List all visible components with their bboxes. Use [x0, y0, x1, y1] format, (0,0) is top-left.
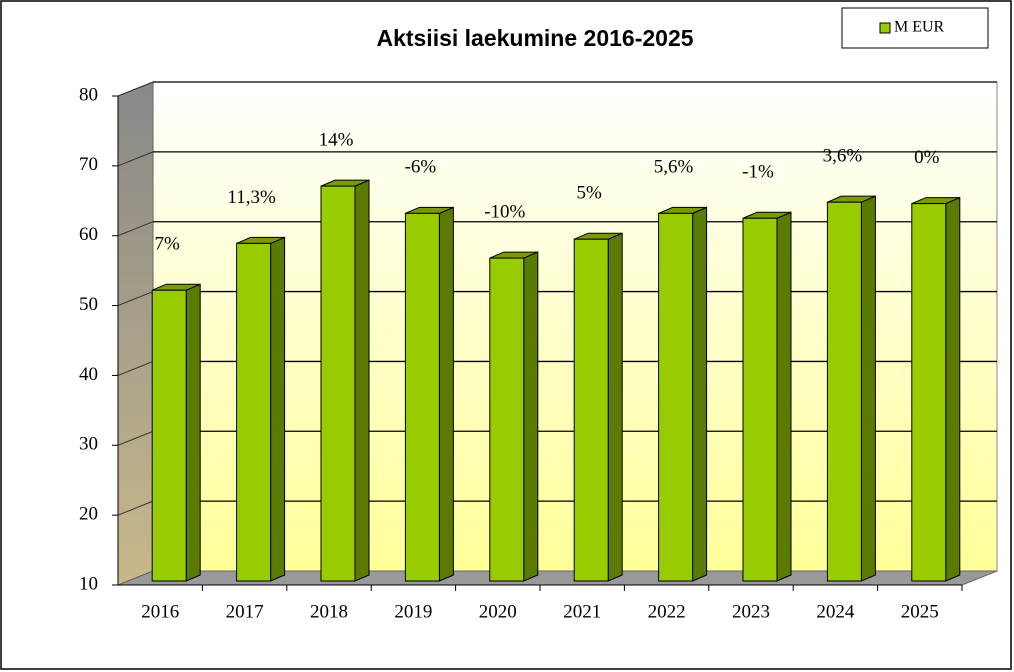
bar: [573, 238, 609, 582]
bar: [826, 201, 862, 582]
annotation: 3,6%: [823, 146, 863, 167]
x-tick-label: 2017: [226, 601, 264, 622]
x-tick-label: 2023: [732, 601, 770, 622]
y-tick-label: 50: [79, 294, 98, 315]
bar: [742, 217, 778, 582]
grid-line-side: [117, 81, 154, 97]
bar-side: [692, 206, 708, 582]
bar: [658, 212, 694, 582]
bar-side: [185, 283, 201, 582]
bar-side: [523, 251, 539, 582]
legend-swatch: [879, 22, 891, 34]
y-tick-label: 30: [79, 434, 98, 455]
y-tick-label: 10: [79, 573, 98, 594]
x-tick-label: 2022: [648, 601, 686, 622]
bar: [404, 212, 440, 582]
annotation: 5%: [577, 183, 603, 204]
bar-side: [270, 236, 286, 582]
side-wall: [117, 81, 154, 586]
bar-side: [607, 232, 623, 582]
bar-side: [860, 195, 876, 582]
annotation: -6%: [405, 157, 437, 178]
annotation: -10%: [484, 201, 525, 222]
x-tick-label: 2020: [479, 601, 517, 622]
chart-title: Aktsiisi laekumine 2016-2025: [376, 25, 693, 51]
y-tick-label: 70: [79, 154, 98, 175]
grid-line-side: [117, 221, 154, 237]
x-tick-label: 2021: [563, 601, 601, 622]
annotation: 5,6%: [654, 157, 694, 178]
grid-line-side: [117, 151, 154, 167]
x-tick-label: 2016: [141, 601, 179, 622]
x-tick-label: 2019: [394, 601, 432, 622]
x-tick-label: 2018: [310, 601, 348, 622]
x-tick-label: 2024: [816, 601, 855, 622]
bar-side: [945, 196, 961, 582]
annotation: 14%: [319, 129, 354, 150]
bar: [151, 289, 187, 582]
annotation: -1%: [742, 162, 774, 183]
bar: [489, 257, 525, 582]
bar: [911, 203, 947, 582]
y-tick-label: 40: [79, 364, 98, 385]
grid-line-side: [117, 500, 154, 516]
bar: [236, 242, 272, 582]
y-tick-label: 20: [79, 504, 98, 525]
bar-side: [438, 206, 454, 582]
bar: [320, 185, 356, 582]
annotation: 7%: [155, 234, 181, 255]
x-tick-label: 2025: [901, 601, 939, 622]
grid-line-side: [117, 291, 154, 307]
annotation: 0%: [914, 147, 940, 168]
grid-line-side: [117, 430, 154, 446]
grid-line-side: [117, 360, 154, 376]
y-tick-label: 80: [79, 84, 98, 105]
legend-label: M EUR: [894, 19, 945, 36]
bar-side: [354, 179, 370, 582]
bar-side: [776, 211, 792, 582]
annotation: 11,3%: [227, 187, 276, 208]
y-tick-label: 60: [79, 224, 98, 245]
legend: [841, 7, 989, 49]
